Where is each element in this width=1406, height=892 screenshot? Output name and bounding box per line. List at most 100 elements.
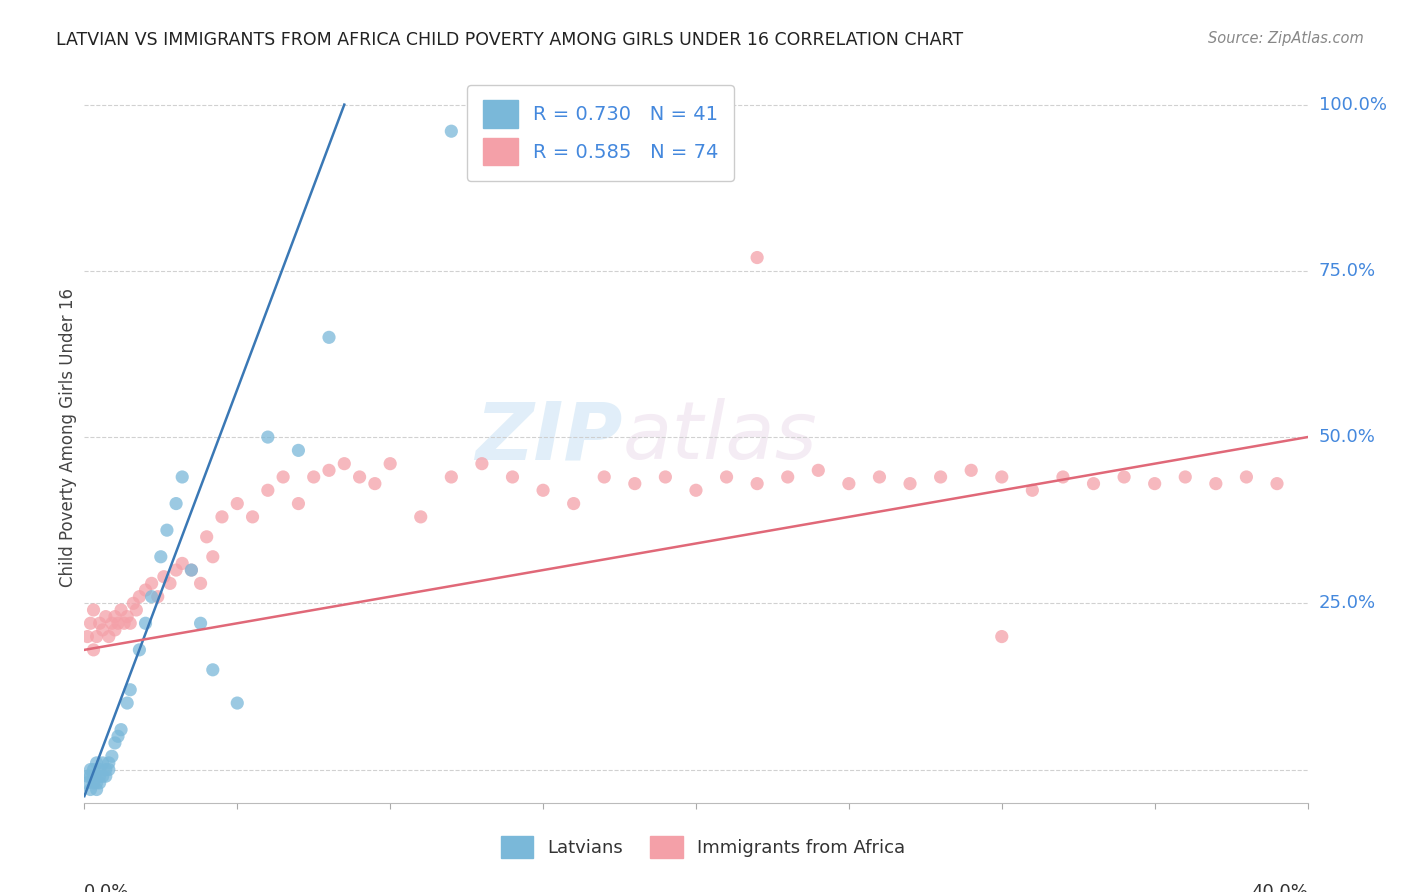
Point <box>83 643 105 657</box>
Point <box>146 590 169 604</box>
Point <box>141 590 163 604</box>
Point <box>101 616 124 631</box>
Legend: R = 0.730   N = 41, R = 0.585   N = 74: R = 0.730 N = 41, R = 0.585 N = 74 <box>467 85 734 180</box>
Point <box>79 763 101 777</box>
Text: 0.0%: 0.0% <box>84 883 129 892</box>
Point <box>104 609 127 624</box>
Point <box>76 630 98 644</box>
Point <box>226 696 249 710</box>
Point <box>122 596 145 610</box>
Point <box>86 782 108 797</box>
Point <box>349 470 371 484</box>
Point <box>1083 476 1105 491</box>
Point <box>76 769 98 783</box>
Point <box>991 470 1014 484</box>
Point <box>89 769 111 783</box>
Point <box>201 663 224 677</box>
Point <box>83 763 105 777</box>
Point <box>86 756 108 770</box>
Point <box>135 616 157 631</box>
Point <box>135 582 157 597</box>
Point <box>83 776 105 790</box>
Text: ZIP: ZIP <box>475 398 623 476</box>
Point <box>86 776 108 790</box>
Point <box>190 576 212 591</box>
Point <box>120 682 142 697</box>
Point <box>318 330 340 344</box>
Point <box>471 457 494 471</box>
Point <box>807 463 830 477</box>
Point <box>141 576 163 591</box>
Point <box>929 470 952 484</box>
Text: LATVIAN VS IMMIGRANTS FROM AFRICA CHILD POVERTY AMONG GIRLS UNDER 16 CORRELATION: LATVIAN VS IMMIGRANTS FROM AFRICA CHILD … <box>56 31 963 49</box>
Text: 100.0%: 100.0% <box>1319 95 1386 113</box>
Point <box>86 630 108 644</box>
Point <box>115 696 138 710</box>
Point <box>747 251 769 265</box>
Text: 25.0%: 25.0% <box>1319 594 1376 612</box>
Point <box>97 756 120 770</box>
Point <box>94 609 117 624</box>
Point <box>1021 483 1043 498</box>
Point <box>115 609 138 624</box>
Point <box>257 483 280 498</box>
Text: 50.0%: 50.0% <box>1319 428 1375 446</box>
Point <box>562 497 585 511</box>
Point <box>91 756 114 770</box>
Point <box>318 463 340 477</box>
Point <box>409 509 432 524</box>
Point <box>159 576 181 591</box>
Point <box>79 769 101 783</box>
Point <box>120 616 142 631</box>
Point <box>128 590 150 604</box>
Point <box>960 463 983 477</box>
Text: atlas: atlas <box>623 398 817 476</box>
Point <box>104 623 127 637</box>
Point <box>107 729 129 743</box>
Point <box>83 769 105 783</box>
Point <box>195 530 218 544</box>
Legend: Latvians, Immigrants from Africa: Latvians, Immigrants from Africa <box>492 827 914 867</box>
Point <box>79 616 101 631</box>
Point <box>287 443 309 458</box>
Point <box>226 497 249 511</box>
Point <box>128 643 150 657</box>
Point <box>838 476 860 491</box>
Point <box>180 563 202 577</box>
Point <box>271 470 294 484</box>
Point <box>747 476 769 491</box>
Point <box>531 483 554 498</box>
Point <box>302 470 325 484</box>
Point <box>1265 476 1288 491</box>
Text: 75.0%: 75.0% <box>1319 262 1376 280</box>
Point <box>83 603 105 617</box>
Point <box>89 776 111 790</box>
Point <box>716 470 738 484</box>
Point <box>101 749 124 764</box>
Point <box>76 776 98 790</box>
Point <box>110 603 132 617</box>
Point <box>287 497 309 511</box>
Point <box>1205 476 1227 491</box>
Point <box>165 497 187 511</box>
Point <box>112 616 135 631</box>
Point <box>79 782 101 797</box>
Point <box>869 470 891 484</box>
Point <box>685 483 707 498</box>
Point <box>94 769 117 783</box>
Point <box>104 736 127 750</box>
Point <box>440 124 463 138</box>
Point <box>1114 470 1136 484</box>
Point <box>257 430 280 444</box>
Text: 40.0%: 40.0% <box>1251 883 1308 892</box>
Point <box>898 476 921 491</box>
Point <box>172 557 194 571</box>
Point <box>110 723 132 737</box>
Point <box>165 563 187 577</box>
Point <box>91 769 114 783</box>
Point <box>1052 470 1074 484</box>
Point <box>991 630 1014 644</box>
Point <box>125 603 148 617</box>
Point <box>89 616 111 631</box>
Point <box>156 523 179 537</box>
